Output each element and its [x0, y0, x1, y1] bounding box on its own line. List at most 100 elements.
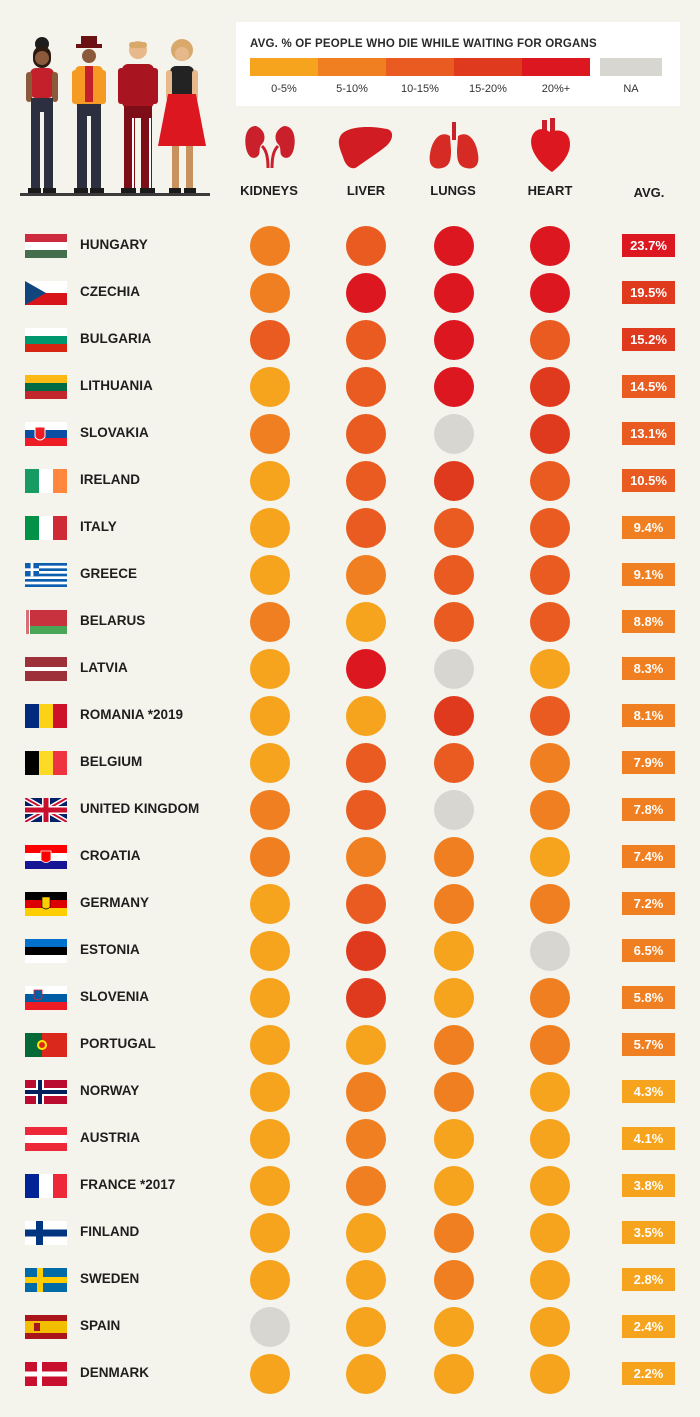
- country-name: SLOVENIA: [80, 989, 150, 1004]
- avg-value: 4.3%: [622, 1080, 675, 1103]
- flag-icon: [25, 422, 67, 446]
- liver-category-dot: [346, 978, 386, 1018]
- avg-value: 9.4%: [622, 516, 675, 539]
- heart-category-dot: [530, 1260, 570, 1300]
- heart-category-dot: [530, 1307, 570, 1347]
- flag-icon: [25, 1174, 67, 1198]
- flag-icon: [25, 1127, 67, 1151]
- flag-icon: [25, 375, 67, 399]
- kidneys-category-dot: [250, 743, 290, 783]
- table-row: NORWAY 4.3%: [0, 1068, 700, 1115]
- lungs-category-dot: [434, 414, 474, 454]
- country-name: BULGARIA: [80, 331, 152, 346]
- column-label-avg: AVG.: [633, 185, 665, 200]
- country-name: NORWAY: [80, 1083, 140, 1098]
- legend-label: 15-20%: [469, 83, 507, 95]
- heart-category-dot: [530, 931, 570, 971]
- avg-value: 9.1%: [622, 563, 675, 586]
- liver-category-dot: [346, 1025, 386, 1065]
- liver-category-dot: [346, 884, 386, 924]
- column-label-liver: LIVER: [346, 183, 386, 198]
- heart-category-dot: [530, 461, 570, 501]
- table-row: BELARUS 8.8%: [0, 598, 700, 645]
- liver-icon: [338, 127, 393, 169]
- legend-label: 0-5%: [271, 83, 297, 95]
- kidneys-category-dot: [250, 508, 290, 548]
- liver-category-dot: [346, 273, 386, 313]
- lungs-category-dot: [434, 226, 474, 266]
- heart-category-dot: [530, 649, 570, 689]
- kidneys-category-dot: [250, 367, 290, 407]
- people-illustration: [20, 36, 210, 196]
- heart-category-dot: [530, 743, 570, 783]
- country-name: UNITED KINGDOM: [80, 801, 200, 816]
- heart-category-dot: [530, 273, 570, 313]
- heart-category-dot: [530, 555, 570, 595]
- country-name: SPAIN: [80, 1318, 121, 1333]
- country-name: FINLAND: [80, 1224, 140, 1239]
- kidneys-category-dot: [250, 696, 290, 736]
- lungs-category-dot: [434, 884, 474, 924]
- flag-icon: [25, 516, 67, 540]
- table-row: UNITED KINGDOM 7.8%: [0, 786, 700, 833]
- flag-icon: [25, 1080, 67, 1104]
- kidneys-category-dot: [250, 226, 290, 266]
- heart-category-dot: [530, 1072, 570, 1112]
- country-name: SWEDEN: [80, 1271, 140, 1286]
- country-name: ESTONIA: [80, 942, 140, 957]
- legend-swatch: [386, 58, 454, 76]
- table-row: FRANCE *2017 3.8%: [0, 1162, 700, 1209]
- table-row: GREECE 9.1%: [0, 551, 700, 598]
- liver-category-dot: [346, 1072, 386, 1112]
- flag-icon: [25, 798, 67, 822]
- heart-category-dot: [530, 1354, 570, 1394]
- avg-value: 5.7%: [622, 1033, 675, 1056]
- table-row: CROATIA 7.4%: [0, 833, 700, 880]
- avg-value: 7.8%: [622, 798, 675, 821]
- heart-category-dot: [530, 226, 570, 266]
- kidneys-category-dot: [250, 1072, 290, 1112]
- flag-icon: [25, 234, 67, 258]
- country-name: ITALY: [80, 519, 117, 534]
- country-name: IRELAND: [80, 472, 140, 487]
- table-row: PORTUGAL 5.7%: [0, 1021, 700, 1068]
- lungs-category-dot: [434, 649, 474, 689]
- heart-category-dot: [530, 837, 570, 877]
- table-row: SLOVENIA 5.8%: [0, 974, 700, 1021]
- lungs-category-dot: [434, 367, 474, 407]
- lungs-icon: [429, 122, 479, 169]
- country-name: AUSTRIA: [80, 1130, 140, 1145]
- legend-label: 5-10%: [336, 83, 368, 95]
- liver-category-dot: [346, 508, 386, 548]
- avg-value: 4.1%: [622, 1127, 675, 1150]
- liver-category-dot: [346, 1213, 386, 1253]
- table-row: HUNGARY 23.7%: [0, 222, 700, 269]
- liver-category-dot: [346, 461, 386, 501]
- lungs-category-dot: [434, 1119, 474, 1159]
- liver-category-dot: [346, 320, 386, 360]
- avg-value: 8.1%: [622, 704, 675, 727]
- avg-value: 2.2%: [622, 1362, 675, 1385]
- kidneys-category-dot: [250, 555, 290, 595]
- flag-icon: [25, 657, 67, 681]
- table-row: IRELAND 10.5%: [0, 457, 700, 504]
- kidneys-category-dot: [250, 884, 290, 924]
- avg-value: 14.5%: [622, 375, 675, 398]
- flag-icon: [25, 328, 67, 352]
- liver-category-dot: [346, 931, 386, 971]
- avg-value: 5.8%: [622, 986, 675, 1009]
- lungs-category-dot: [434, 1025, 474, 1065]
- legend-label: NA: [623, 83, 639, 95]
- avg-value: 8.8%: [622, 610, 675, 633]
- heart-category-dot: [530, 414, 570, 454]
- kidneys-category-dot: [250, 1354, 290, 1394]
- flag-icon: [25, 1315, 67, 1339]
- liver-category-dot: [346, 1307, 386, 1347]
- country-name: PORTUGAL: [80, 1036, 156, 1051]
- legend-swatch: [600, 58, 662, 76]
- country-name: CZECHIA: [80, 284, 140, 299]
- heart-category-dot: [530, 602, 570, 642]
- heart-category-dot: [530, 508, 570, 548]
- kidneys-category-dot: [250, 649, 290, 689]
